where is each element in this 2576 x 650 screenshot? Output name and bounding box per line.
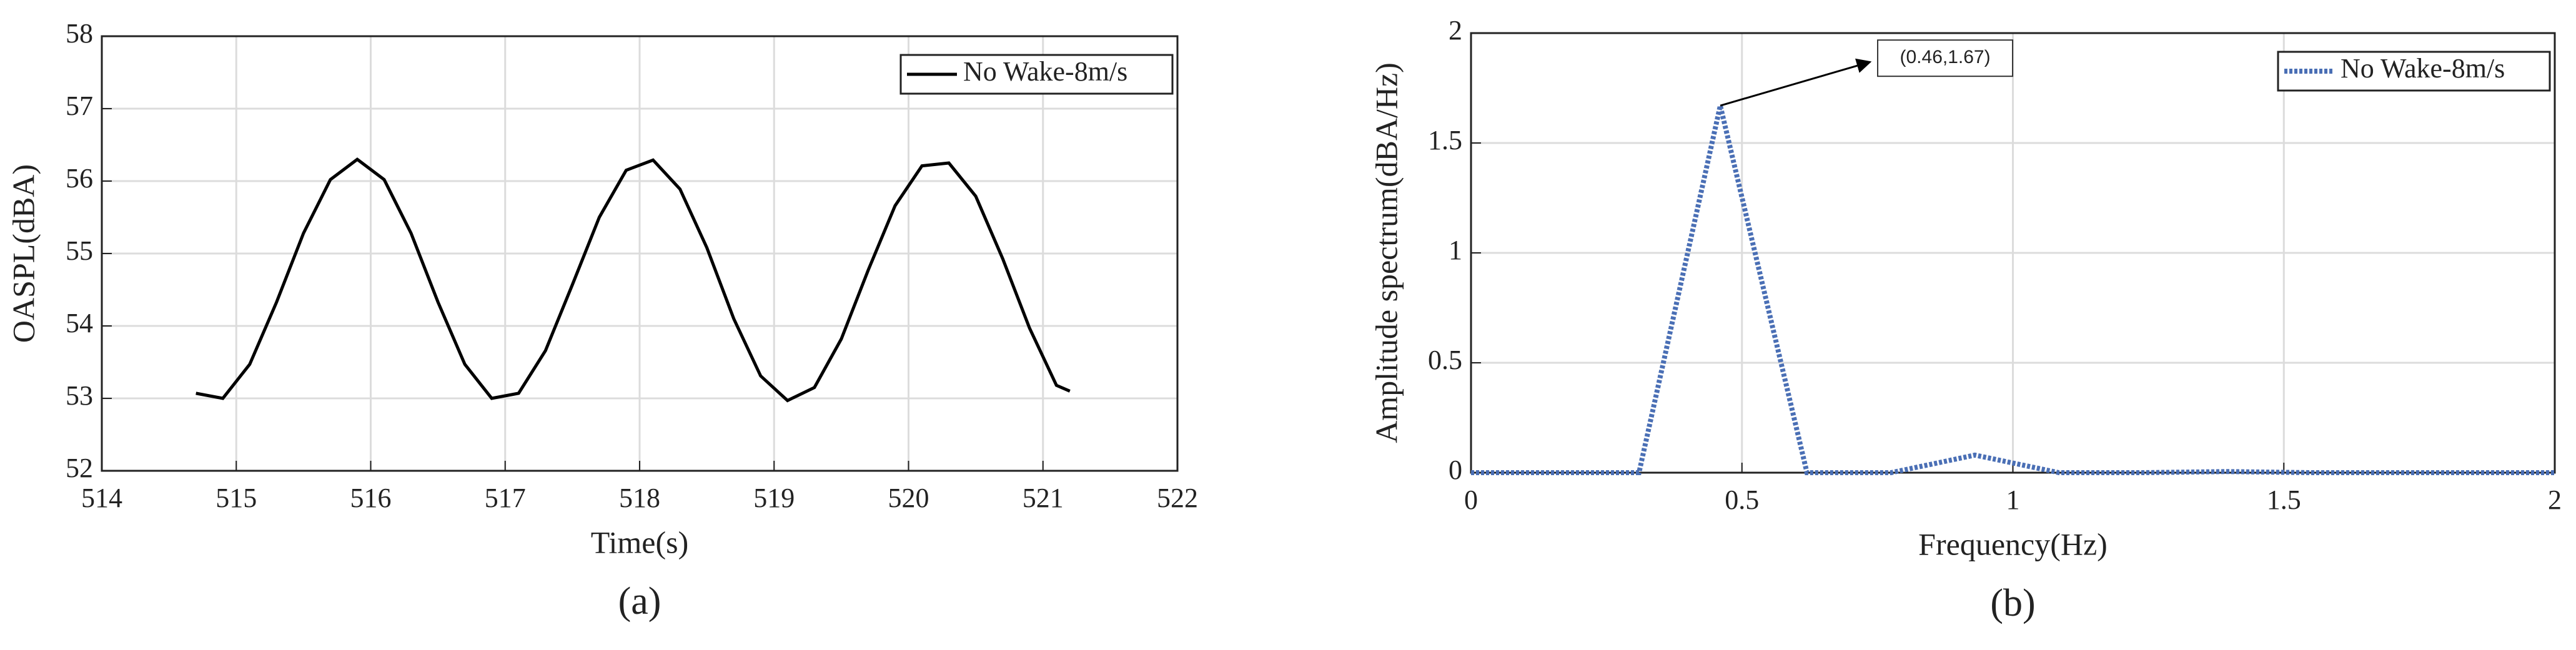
legend-label: No Wake-8m/s bbox=[2341, 53, 2505, 84]
y-tick-label: 57 bbox=[66, 91, 93, 121]
y-axis-label: Amplitude spectrum(dBA/Hz) bbox=[1369, 62, 1404, 443]
y-tick-label: 58 bbox=[66, 18, 93, 49]
y-tick-label: 53 bbox=[66, 380, 93, 411]
annotation-text: (0.46,1.67) bbox=[1900, 47, 1991, 67]
x-tick-label: 2 bbox=[2548, 485, 2562, 515]
subfigure-label: (b) bbox=[1990, 582, 2035, 624]
annotation-box bbox=[1877, 39, 2014, 77]
y-tick-label: 56 bbox=[66, 163, 93, 194]
x-tick-label: 518 bbox=[619, 483, 660, 513]
x-tick-label: 519 bbox=[753, 483, 795, 513]
x-tick-label: 520 bbox=[888, 483, 929, 513]
y-axis-label: OASPL(dBA) bbox=[6, 164, 41, 343]
x-tick-label: 516 bbox=[350, 483, 392, 513]
subfigure-label: (a) bbox=[618, 580, 661, 623]
x-tick-label: 515 bbox=[215, 483, 257, 513]
y-tick-label: 0.5 bbox=[1428, 345, 1462, 375]
x-tick-label: 517 bbox=[485, 483, 526, 513]
y-tick-label: 54 bbox=[66, 308, 93, 338]
x-tick-label: 521 bbox=[1023, 483, 1064, 513]
y-tick-label: 2 bbox=[1449, 15, 1462, 46]
y-tick-label: 1 bbox=[1449, 235, 1462, 265]
legend-box bbox=[2277, 51, 2551, 92]
data-line bbox=[1471, 105, 2555, 475]
x-tick-label: 1 bbox=[2006, 485, 2020, 515]
x-tick-label: 514 bbox=[81, 483, 122, 513]
data-line bbox=[196, 157, 1071, 403]
x-axis-label: Frequency(Hz) bbox=[1918, 526, 2108, 561]
x-tick-label: 0.5 bbox=[1725, 485, 1759, 515]
plot-frame bbox=[101, 35, 1179, 472]
x-tick-label: 0 bbox=[1464, 485, 1478, 515]
y-tick-label: 55 bbox=[66, 235, 93, 266]
y-tick-label: 1.5 bbox=[1428, 125, 1462, 155]
annotation-arrow bbox=[1720, 58, 1872, 107]
y-tick-label: 52 bbox=[66, 453, 93, 483]
x-axis-label: Time(s) bbox=[591, 524, 689, 559]
y-tick-label: 0 bbox=[1449, 455, 1462, 485]
x-tick-label: 522 bbox=[1157, 483, 1198, 513]
legend-label: No Wake-8m/s bbox=[963, 56, 1127, 87]
x-tick-label: 1.5 bbox=[2267, 485, 2301, 515]
plot-frame bbox=[1470, 32, 2556, 474]
